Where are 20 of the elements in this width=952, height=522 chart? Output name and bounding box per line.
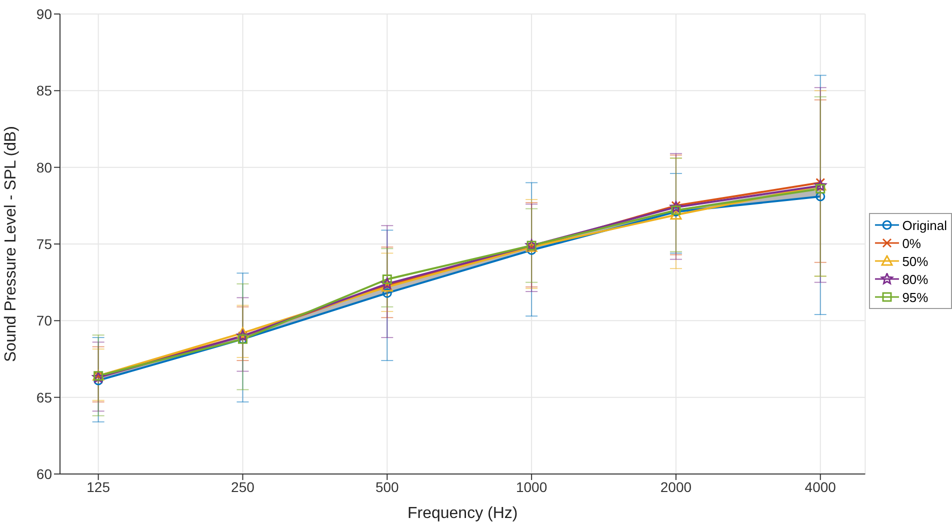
x-axis-title: Frequency (Hz) — [407, 505, 518, 522]
y-tick-label: 80 — [36, 159, 52, 176]
legend-label: 0% — [902, 236, 921, 250]
y-tick-label: 60 — [36, 466, 52, 482]
legend-label: 95% — [902, 290, 928, 304]
y-tick-label: 85 — [36, 82, 52, 99]
x-tick-label: 4000 — [804, 478, 836, 495]
legend-label: 80% — [902, 272, 928, 286]
legend-label: Original — [902, 218, 947, 232]
y-tick-label: 90 — [36, 6, 52, 22]
x-tick-label: 500 — [375, 478, 400, 495]
y-tick-label: 75 — [36, 236, 52, 252]
y-axis-title: Sound Pressure Level - SPL (dB) — [2, 126, 20, 362]
x-tick-label: 125 — [86, 478, 110, 495]
legend-label: 50% — [902, 254, 928, 268]
x-tick-label: 2000 — [660, 478, 692, 495]
x-tick-label: 1000 — [516, 478, 548, 495]
x-tick-label: 250 — [231, 478, 255, 495]
y-tick-label: 65 — [36, 389, 52, 406]
y-tick-label: 70 — [36, 312, 52, 329]
